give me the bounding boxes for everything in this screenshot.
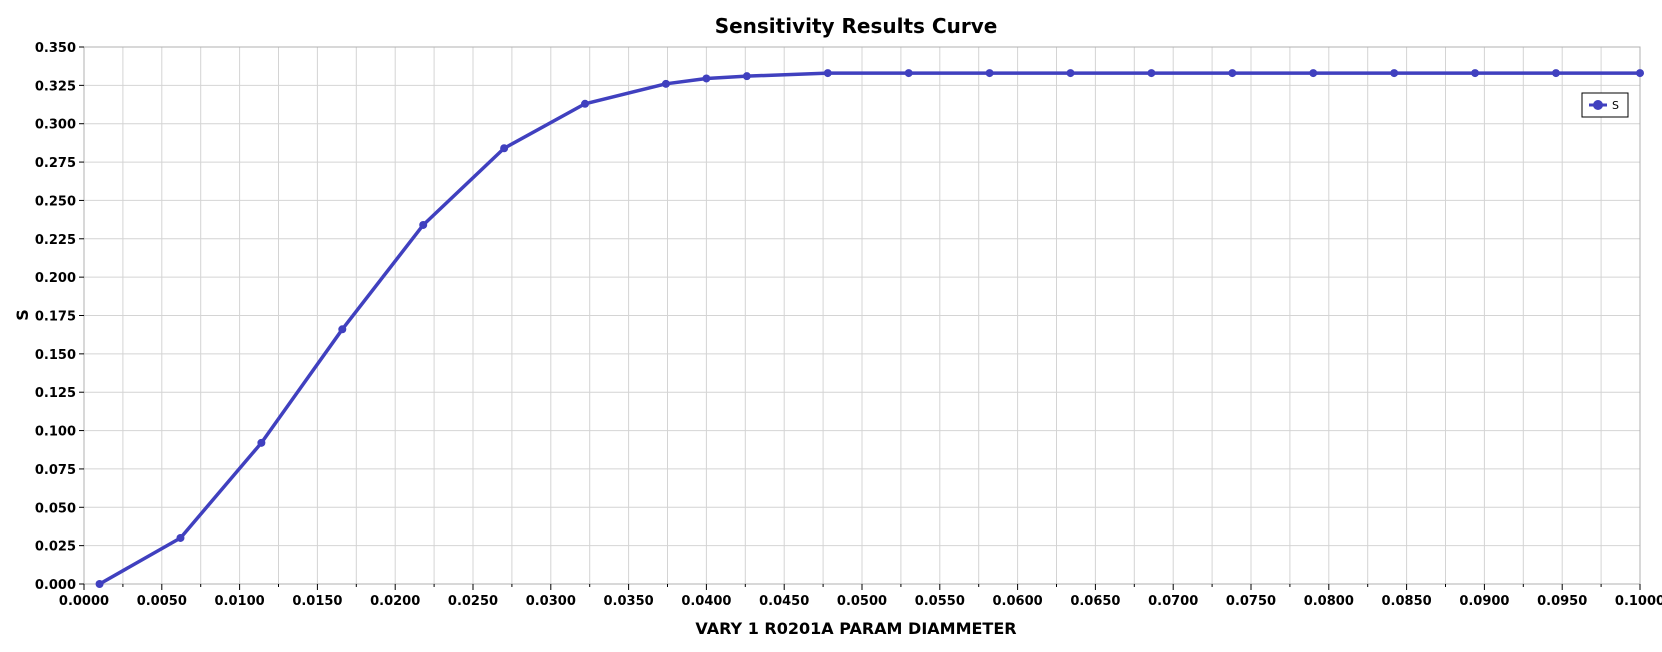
legend-label: S xyxy=(1612,99,1619,112)
y-tick-label: 0.175 xyxy=(35,310,76,325)
data-point xyxy=(257,438,266,447)
y-tick-label: 0.225 xyxy=(35,233,76,248)
data-point xyxy=(1636,69,1644,78)
y-tick-label: 0.250 xyxy=(35,194,76,209)
data-point xyxy=(500,144,509,153)
x-tick-label: 0.0600 xyxy=(993,594,1043,609)
y-tick-label: 0.325 xyxy=(35,79,76,94)
x-tick-label: 0.0350 xyxy=(604,594,654,609)
x-tick-label: 0.0550 xyxy=(915,594,965,609)
y-tick-label: 0.125 xyxy=(35,386,76,401)
x-axis-label: VARY 1 R0201A PARAM DIAMMETER xyxy=(695,619,1016,638)
data-point xyxy=(1551,69,1560,78)
x-tick-label: 0.0650 xyxy=(1070,594,1120,609)
data-point xyxy=(661,79,670,88)
y-tick-label: 0.150 xyxy=(35,348,76,363)
series-layer xyxy=(95,69,1644,588)
x-tick-label: 0.0800 xyxy=(1304,594,1354,609)
x-tick-label: 0.0000 xyxy=(59,594,109,609)
x-tick-label: 0.0250 xyxy=(448,594,498,609)
y-tick-label: 0.000 xyxy=(35,578,76,593)
data-point xyxy=(823,69,832,78)
y-tick-label: 0.100 xyxy=(35,425,76,440)
data-point xyxy=(1390,69,1399,78)
data-point xyxy=(985,69,994,78)
y-tick-label: 0.050 xyxy=(35,501,76,516)
x-tick-label: 0.0950 xyxy=(1537,594,1587,609)
x-tick-label: 0.0400 xyxy=(681,594,731,609)
x-tick-label: 0.0300 xyxy=(526,594,576,609)
data-point xyxy=(702,74,711,83)
x-tick-label: 0.0850 xyxy=(1382,594,1432,609)
y-tick-label: 0.300 xyxy=(35,118,76,133)
data-point xyxy=(338,325,347,334)
data-point xyxy=(1147,69,1156,78)
data-point xyxy=(1309,69,1318,78)
chart-title: Sensitivity Results Curve xyxy=(715,14,998,38)
x-tick-label: 0.0200 xyxy=(370,594,420,609)
data-point xyxy=(1066,69,1075,78)
y-axis-ticks: 0.000 0.025 0.050 0.075 0.100 0.125 0.150 0.175… xyxy=(35,41,84,593)
legend-marker-swatch xyxy=(1593,100,1603,110)
data-point xyxy=(904,69,913,78)
x-tick-label: 0.0500 xyxy=(837,594,887,609)
data-point xyxy=(1471,69,1480,78)
data-point xyxy=(581,99,590,108)
x-tick-label: 0.0700 xyxy=(1148,594,1198,609)
data-point xyxy=(176,533,185,542)
grid xyxy=(83,46,1641,585)
y-tick-label: 0.025 xyxy=(35,540,76,555)
y-tick-label: 0.075 xyxy=(35,463,76,478)
y-axis-label: S xyxy=(13,309,32,321)
y-tick-label: 0.350 xyxy=(35,41,76,56)
x-tick-label: 0.0150 xyxy=(292,594,342,609)
x-tick-label: 0.0750 xyxy=(1226,594,1276,609)
legend: S xyxy=(1581,92,1629,118)
y-tick-label: 0.200 xyxy=(35,271,76,286)
x-tick-label: 0.1000 xyxy=(1615,594,1662,609)
data-point xyxy=(95,580,104,588)
y-tick-label: 0.275 xyxy=(35,156,76,171)
data-point xyxy=(419,220,428,229)
data-point xyxy=(1228,69,1237,78)
data-point xyxy=(742,72,751,81)
x-tick-label: 0.0100 xyxy=(215,594,265,609)
x-tick-label: 0.0050 xyxy=(137,594,187,609)
x-tick-label: 0.0450 xyxy=(759,594,809,609)
x-axis-ticks: 0.0000 0.0050 0.0100 0.0150 0.0200 0.0250 0.03… xyxy=(59,584,1662,609)
x-tick-label: 0.0900 xyxy=(1459,594,1509,609)
